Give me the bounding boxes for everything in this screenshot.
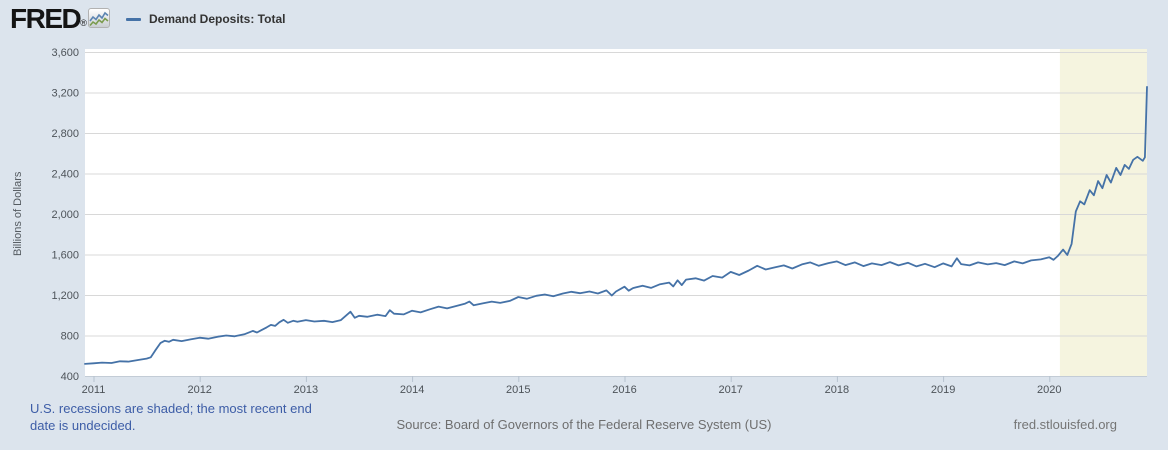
sparkline-icon-graphic — [89, 11, 109, 27]
x-tick-label: 2016 — [612, 384, 636, 396]
fred-sparkline-icon — [88, 8, 110, 28]
legend-item: Demand Deposits: Total — [126, 12, 285, 26]
x-tick-label: 2018 — [825, 384, 849, 396]
x-tick-label: 2013 — [294, 384, 318, 396]
fred-logo[interactable]: FRED® — [10, 3, 87, 35]
y-axis-title: Billions of Dollars — [12, 171, 24, 257]
plot-background — [85, 49, 1147, 376]
fred-logo-text: FRED — [10, 3, 82, 34]
y-tick-label: 800 — [61, 331, 79, 343]
data-series-line — [84, 86, 1148, 365]
x-tick-label: 2017 — [718, 384, 742, 396]
y-tick-label: 400 — [61, 371, 79, 383]
recession-note: U.S. recessions are shaded; the most rec… — [30, 401, 312, 433]
source-attribution: Source: Board of Governors of the Federa… — [396, 417, 772, 432]
y-tick-label: 1,600 — [51, 250, 79, 262]
x-tick-label: 2020 — [1037, 384, 1061, 396]
y-tick-label: 2,000 — [51, 209, 79, 221]
y-tick-label: 1,200 — [51, 290, 79, 302]
y-tick-label: 2,400 — [51, 169, 79, 181]
recession-band — [1059, 49, 1147, 376]
series-line-swatch — [126, 17, 141, 21]
header: FRED® Demand Deposits: Total — [0, 0, 1168, 40]
y-tick-label: 3,600 — [51, 47, 79, 59]
registered-trademark-symbol: ® — [80, 17, 87, 28]
x-tick-label: 2011 — [82, 384, 106, 396]
y-tick-label: 2,800 — [51, 128, 79, 140]
x-tick-label: 2019 — [931, 384, 955, 396]
fred-site-link[interactable]: fred.stlouisfed.org — [1013, 417, 1117, 432]
x-tick-label: 2014 — [400, 384, 424, 396]
series-label: Demand Deposits: Total — [149, 12, 286, 26]
x-tick-label: 2015 — [506, 384, 530, 396]
y-tick-label: 3,200 — [51, 88, 79, 100]
x-tick-label: 2012 — [187, 384, 211, 396]
